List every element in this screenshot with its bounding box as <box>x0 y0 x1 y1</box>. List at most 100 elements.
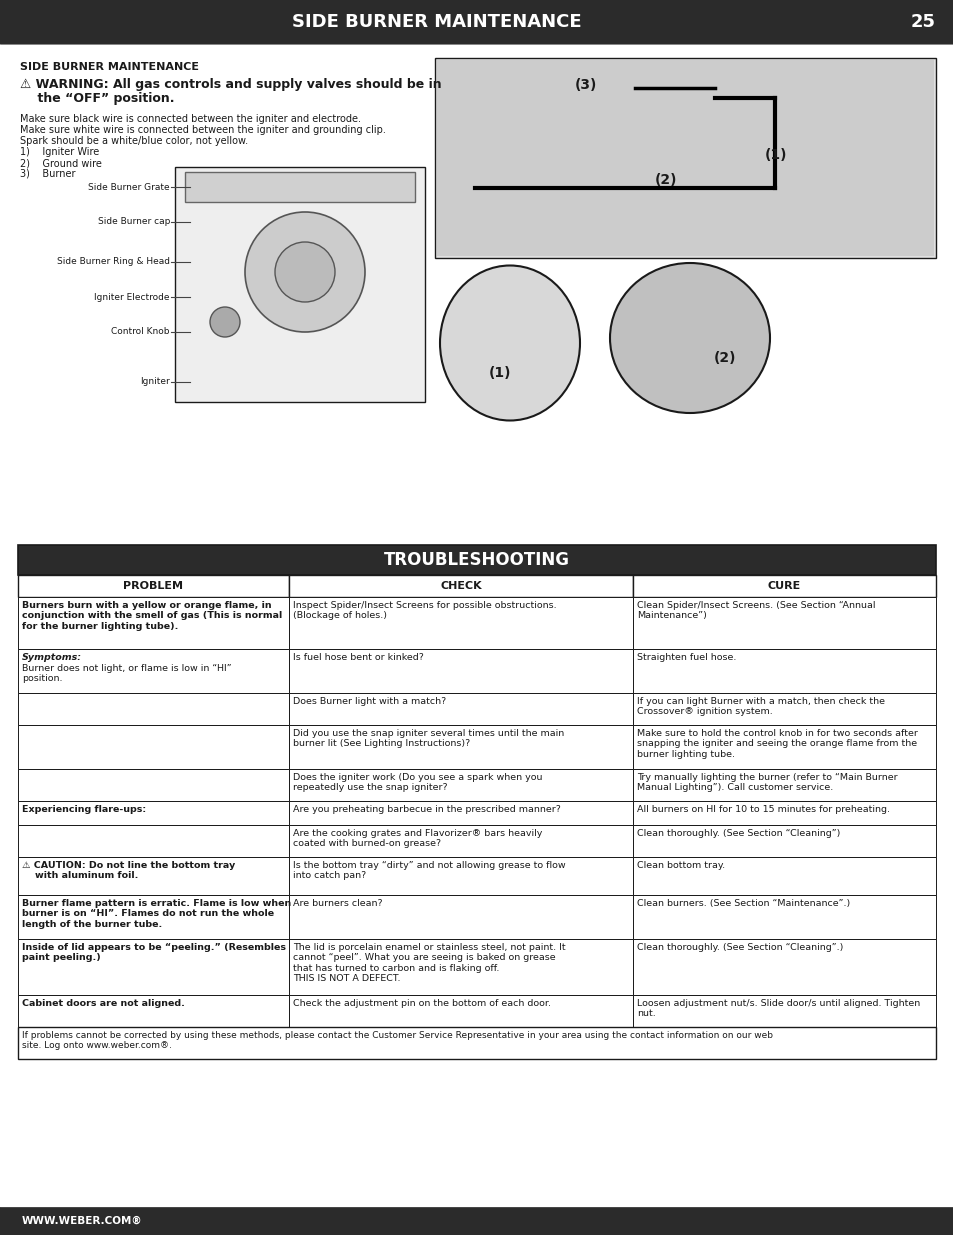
Text: Try manually lighting the burner (refer to “Main Burner
Manual Lighting”). Call : Try manually lighting the burner (refer … <box>637 773 897 793</box>
Bar <box>18 895 289 939</box>
Ellipse shape <box>439 266 579 420</box>
Bar <box>18 857 289 895</box>
Text: Experiencing flare-ups:: Experiencing flare-ups: <box>22 805 146 814</box>
Text: SIDE BURNER MAINTENANCE: SIDE BURNER MAINTENANCE <box>20 62 199 72</box>
Text: If problems cannot be corrected by using these methods, please contact the Custo: If problems cannot be corrected by using… <box>22 1031 772 1051</box>
Bar <box>289 825 633 857</box>
Bar <box>633 995 935 1028</box>
Bar <box>18 597 289 650</box>
Bar <box>289 802 633 825</box>
Text: CURE: CURE <box>767 580 801 592</box>
Bar <box>174 167 424 403</box>
Bar <box>18 802 289 825</box>
Text: Does the igniter work (Do you see a spark when you
repeatedly use the snap ignit: Does the igniter work (Do you see a spar… <box>293 773 541 793</box>
Text: SIDE BURNER MAINTENANCE: SIDE BURNER MAINTENANCE <box>292 14 581 31</box>
Text: 25: 25 <box>910 14 935 31</box>
Text: the “OFF” position.: the “OFF” position. <box>20 91 174 105</box>
Text: Straighten fuel hose.: Straighten fuel hose. <box>637 653 736 662</box>
Text: Igniter Electrode: Igniter Electrode <box>94 293 170 301</box>
Text: Clean thoroughly. (See Section “Cleaning”.): Clean thoroughly. (See Section “Cleaning… <box>637 944 842 952</box>
Text: Clean burners. (See Section “Maintenance”.): Clean burners. (See Section “Maintenance… <box>637 899 849 908</box>
Text: Is the bottom tray “dirty” and not allowing grease to flow
into catch pan?: Is the bottom tray “dirty” and not allow… <box>293 861 565 881</box>
Text: Make sure black wire is connected between the igniter and electrode.: Make sure black wire is connected betwee… <box>20 114 360 124</box>
Bar <box>633 576 935 597</box>
Text: Igniter: Igniter <box>140 378 170 387</box>
Text: Spark should be a white/blue color, not yellow.: Spark should be a white/blue color, not … <box>20 136 248 146</box>
Bar <box>18 545 935 576</box>
Bar <box>185 172 415 203</box>
Text: Make sure white wire is connected between the igniter and grounding clip.: Make sure white wire is connected betwee… <box>20 125 385 135</box>
Text: (2): (2) <box>655 173 677 186</box>
Bar <box>289 769 633 802</box>
Text: Control Knob: Control Knob <box>112 327 170 336</box>
Bar <box>289 939 633 995</box>
Bar <box>633 693 935 725</box>
Bar <box>289 576 633 597</box>
Text: The lid is porcelain enamel or stainless steel, not paint. It
cannot “peel”. Wha: The lid is porcelain enamel or stainless… <box>293 944 565 983</box>
Text: 2)    Ground wire: 2) Ground wire <box>20 158 102 168</box>
Text: 3)    Burner: 3) Burner <box>20 169 75 179</box>
Text: Loosen adjustment nut/s. Slide door/s until aligned. Tighten
nut.: Loosen adjustment nut/s. Slide door/s un… <box>637 999 920 1019</box>
Text: Is fuel hose bent or kinked?: Is fuel hose bent or kinked? <box>293 653 423 662</box>
Text: Are burners clean?: Are burners clean? <box>293 899 382 908</box>
Bar <box>289 725 633 769</box>
Text: Does Burner light with a match?: Does Burner light with a match? <box>293 697 446 706</box>
Text: Are the cooking grates and Flavorizer® bars heavily
coated with burned-on grease: Are the cooking grates and Flavorizer® b… <box>293 829 541 848</box>
Text: Inspect Spider/Insect Screens for possible obstructions.
(Blockage of holes.): Inspect Spider/Insect Screens for possib… <box>293 601 556 620</box>
Text: Cabinet doors are not aligned.: Cabinet doors are not aligned. <box>22 999 185 1008</box>
Text: WWW.WEBER.COM®: WWW.WEBER.COM® <box>22 1216 143 1226</box>
Bar <box>0 1207 953 1235</box>
Text: Burner flame pattern is erratic. Flame is low when
burner is on “HI”. Flames do : Burner flame pattern is erratic. Flame i… <box>22 899 291 929</box>
Bar <box>289 995 633 1028</box>
Text: Side Burner Ring & Head: Side Burner Ring & Head <box>57 258 170 267</box>
Text: CHECK: CHECK <box>439 580 481 592</box>
Text: Are you preheating barbecue in the prescribed manner?: Are you preheating barbecue in the presc… <box>293 805 560 814</box>
Text: Inside of lid appears to be “peeling.” (Resembles
paint peeling.): Inside of lid appears to be “peeling.” (… <box>22 944 286 962</box>
Bar <box>18 825 289 857</box>
Text: TROUBLESHOOTING: TROUBLESHOOTING <box>384 551 569 569</box>
Text: If you can light Burner with a match, then check the
Crossover® ignition system.: If you can light Burner with a match, th… <box>637 697 884 716</box>
Text: Check the adjustment pin on the bottom of each door.: Check the adjustment pin on the bottom o… <box>293 999 550 1008</box>
Bar <box>633 597 935 650</box>
Text: Burners burn with a yellow or orange flame, in
conjunction with the smell of gas: Burners burn with a yellow or orange fla… <box>22 601 282 631</box>
Bar <box>18 995 289 1028</box>
Bar <box>289 597 633 650</box>
Circle shape <box>210 308 240 337</box>
Text: 1)    Igniter Wire: 1) Igniter Wire <box>20 147 99 157</box>
Bar <box>18 693 289 725</box>
Bar <box>289 895 633 939</box>
Bar <box>18 1028 935 1058</box>
Text: Clean Spider/Insect Screens. (See Section “Annual
Maintenance”): Clean Spider/Insect Screens. (See Sectio… <box>637 601 875 620</box>
Text: Side Burner cap: Side Burner cap <box>97 217 170 226</box>
Text: Did you use the snap igniter several times until the main
burner lit (See Lighti: Did you use the snap igniter several tim… <box>293 729 563 748</box>
Text: All burners on HI for 10 to 15 minutes for preheating.: All burners on HI for 10 to 15 minutes f… <box>637 805 889 814</box>
Bar <box>633 769 935 802</box>
Ellipse shape <box>609 263 769 412</box>
Text: ⚠ WARNING: All gas controls and supply valves should be in: ⚠ WARNING: All gas controls and supply v… <box>20 78 441 91</box>
Bar <box>633 725 935 769</box>
Bar <box>633 825 935 857</box>
Bar <box>0 0 953 44</box>
Bar <box>18 725 289 769</box>
Bar <box>633 650 935 693</box>
Text: Side Burner Grate: Side Burner Grate <box>89 183 170 191</box>
Text: Clean thoroughly. (See Section “Cleaning”): Clean thoroughly. (See Section “Cleaning… <box>637 829 840 839</box>
Bar <box>633 802 935 825</box>
Bar <box>18 650 289 693</box>
Bar <box>633 895 935 939</box>
Bar <box>18 576 289 597</box>
Circle shape <box>245 212 365 332</box>
Circle shape <box>274 242 335 303</box>
Bar <box>18 939 289 995</box>
Bar <box>289 693 633 725</box>
Text: ⚠ CAUTION: Do not line the bottom tray
    with aluminum foil.: ⚠ CAUTION: Do not line the bottom tray w… <box>22 861 235 881</box>
Bar <box>289 650 633 693</box>
Text: (3): (3) <box>575 78 597 91</box>
Text: Make sure to hold the control knob in for two seconds after
snapping the igniter: Make sure to hold the control knob in fo… <box>637 729 917 758</box>
Bar <box>633 939 935 995</box>
Bar <box>435 58 935 258</box>
Text: Symptoms:: Symptoms: <box>22 653 82 662</box>
Text: Clean bottom tray.: Clean bottom tray. <box>637 861 724 869</box>
Text: (1): (1) <box>488 366 511 380</box>
Text: Burner does not light, or flame is low in “HI”
position.: Burner does not light, or flame is low i… <box>22 664 232 683</box>
